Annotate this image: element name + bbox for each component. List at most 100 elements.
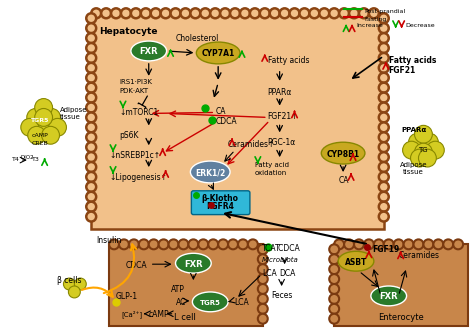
- Circle shape: [238, 239, 248, 249]
- Circle shape: [179, 239, 188, 249]
- Text: TGR5: TGR5: [30, 118, 49, 123]
- Circle shape: [208, 239, 218, 249]
- Circle shape: [228, 239, 238, 249]
- Circle shape: [420, 133, 438, 151]
- Circle shape: [329, 254, 339, 264]
- Circle shape: [379, 212, 389, 221]
- Text: Microbiota: Microbiota: [262, 257, 299, 263]
- Ellipse shape: [196, 42, 240, 64]
- Circle shape: [171, 8, 181, 18]
- Text: cAMP: cAMP: [149, 310, 169, 319]
- Text: cAMP: cAMP: [31, 133, 48, 138]
- Circle shape: [48, 119, 66, 136]
- Circle shape: [86, 202, 96, 212]
- Text: ↓nSREBP1c↑: ↓nSREBP1c↑: [109, 151, 160, 160]
- Circle shape: [354, 239, 364, 249]
- Circle shape: [86, 73, 96, 83]
- Circle shape: [379, 162, 389, 172]
- Circle shape: [379, 43, 389, 53]
- Text: ATP: ATP: [171, 285, 184, 294]
- Circle shape: [86, 182, 96, 192]
- Circle shape: [369, 8, 379, 18]
- Circle shape: [250, 8, 260, 18]
- Circle shape: [198, 239, 208, 249]
- Circle shape: [329, 8, 339, 18]
- Circle shape: [334, 239, 344, 249]
- Circle shape: [218, 239, 228, 249]
- Text: [Ca²⁺]: [Ca²⁺]: [121, 310, 142, 318]
- Circle shape: [86, 172, 96, 182]
- Circle shape: [86, 93, 96, 103]
- Text: CA: CA: [338, 176, 349, 185]
- Text: CYP8B1: CYP8B1: [327, 150, 360, 159]
- Text: CA: CA: [215, 107, 226, 116]
- FancyBboxPatch shape: [91, 13, 384, 229]
- Circle shape: [413, 239, 423, 249]
- Text: Adipose: Adipose: [60, 107, 87, 113]
- FancyBboxPatch shape: [109, 244, 263, 326]
- Circle shape: [42, 126, 60, 144]
- Text: FGFR4: FGFR4: [206, 202, 234, 211]
- Circle shape: [191, 8, 201, 18]
- Ellipse shape: [175, 253, 211, 273]
- Circle shape: [379, 142, 389, 152]
- Circle shape: [35, 109, 53, 126]
- Circle shape: [86, 113, 96, 122]
- Circle shape: [27, 109, 45, 126]
- Circle shape: [240, 8, 250, 18]
- Text: L cell: L cell: [174, 313, 196, 322]
- Circle shape: [86, 132, 96, 142]
- Circle shape: [379, 33, 389, 43]
- Text: CYP7A1: CYP7A1: [201, 49, 235, 58]
- Text: Cholesterol: Cholesterol: [175, 34, 219, 43]
- Circle shape: [248, 239, 258, 249]
- Circle shape: [86, 162, 96, 172]
- Circle shape: [410, 149, 428, 167]
- Circle shape: [329, 284, 339, 294]
- Circle shape: [310, 8, 319, 18]
- Text: β-Klotho: β-Klotho: [201, 194, 238, 203]
- Circle shape: [364, 239, 374, 249]
- Circle shape: [86, 43, 96, 53]
- Circle shape: [379, 53, 389, 63]
- Circle shape: [379, 122, 389, 132]
- Circle shape: [86, 152, 96, 162]
- Circle shape: [151, 8, 161, 18]
- Text: TG: TG: [418, 147, 427, 153]
- Circle shape: [329, 244, 339, 254]
- Circle shape: [379, 172, 389, 182]
- Circle shape: [379, 132, 389, 142]
- Text: LCA: LCA: [234, 298, 249, 307]
- Circle shape: [329, 264, 339, 274]
- Circle shape: [64, 278, 75, 290]
- Circle shape: [258, 294, 268, 304]
- Text: FGF21: FGF21: [389, 66, 416, 75]
- Text: Ceramides↑: Ceramides↑: [228, 140, 275, 149]
- Circle shape: [329, 294, 339, 304]
- Circle shape: [379, 192, 389, 202]
- Circle shape: [379, 152, 389, 162]
- Circle shape: [139, 239, 149, 249]
- Circle shape: [379, 93, 389, 103]
- Circle shape: [169, 239, 179, 249]
- Text: LCA: LCA: [262, 269, 276, 278]
- Ellipse shape: [131, 41, 166, 61]
- Circle shape: [28, 126, 46, 144]
- Circle shape: [258, 254, 268, 264]
- Text: tissue: tissue: [60, 115, 80, 121]
- Circle shape: [86, 103, 96, 113]
- FancyBboxPatch shape: [191, 191, 250, 215]
- Text: Fatty acids: Fatty acids: [268, 56, 309, 65]
- Text: β cells: β cells: [56, 276, 81, 285]
- Text: PPARα: PPARα: [268, 88, 292, 97]
- Text: Post-prandial: Post-prandial: [364, 9, 405, 14]
- Circle shape: [230, 8, 240, 18]
- Circle shape: [409, 133, 427, 151]
- Text: ↓Lipogenesis↑: ↓Lipogenesis↑: [109, 173, 167, 182]
- Circle shape: [86, 63, 96, 73]
- Circle shape: [433, 239, 443, 249]
- Circle shape: [379, 73, 389, 83]
- Text: Insulin: Insulin: [96, 236, 121, 245]
- Circle shape: [339, 8, 349, 18]
- Circle shape: [86, 142, 96, 152]
